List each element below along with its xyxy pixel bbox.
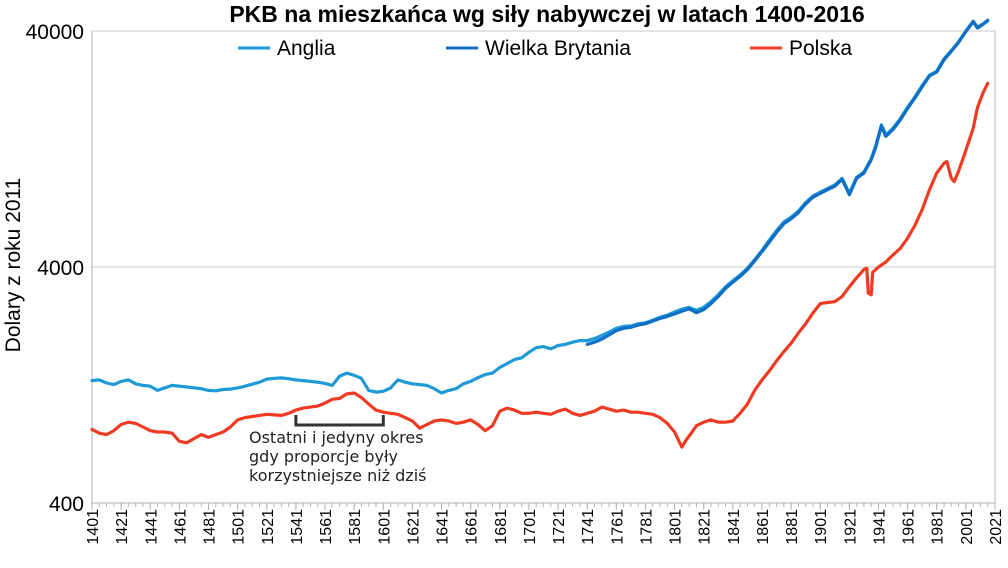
series-lines: [90, 18, 990, 449]
annotation-line-1: Ostatni i jedyny okres: [249, 428, 424, 447]
x-tick-label-1981: 1981: [930, 509, 947, 545]
x-tick-label-1781: 1781: [638, 509, 655, 545]
x-tick-label-1701: 1701: [522, 509, 539, 545]
x-tick-label-1921: 1921: [842, 509, 859, 545]
x-tick-label-1901: 1901: [813, 509, 830, 545]
x-tick-label-1401: 1401: [85, 509, 102, 545]
x-tick-label-1581: 1581: [347, 509, 364, 545]
x-axis-ticks: 1401 1421 1441 1461 1481 1501 1521 1541 1561 1581…: [85, 509, 1005, 545]
series-line-polska: [90, 81, 990, 449]
y-axis-ticks: 400 4000 40000: [26, 21, 84, 516]
y-tick-label-4000: 4000: [37, 257, 84, 280]
x-tick-label-1461: 1461: [172, 509, 189, 545]
chart-title: PKB na mieszkańca wg siły nabywczej w la…: [229, 1, 864, 27]
x-tick-label-1601: 1601: [376, 509, 393, 545]
series-line-anglia: [90, 18, 990, 395]
x-tick-label-1881: 1881: [784, 509, 801, 545]
x-tick-label-1481: 1481: [202, 509, 219, 545]
x-tick-label-1681: 1681: [493, 509, 510, 545]
legend-label-wielka-brytania: Wielka Brytania: [485, 37, 631, 60]
axes: [91, 31, 996, 510]
annotation-line-3: korzystniejsze niż dziś: [249, 466, 426, 485]
legend-label-polska: Polska: [789, 37, 852, 60]
x-tick-label-1741: 1741: [580, 509, 597, 545]
x-tick-label-1641: 1641: [435, 509, 452, 545]
x-tick-label-1661: 1661: [464, 509, 481, 545]
y-tick-label-40000: 40000: [26, 21, 84, 44]
gridlines: [92, 30, 995, 504]
x-tick-label-1721: 1721: [551, 509, 568, 545]
x-tick-label-1441: 1441: [143, 509, 160, 545]
x-tick-label-1801: 1801: [668, 509, 685, 545]
x-tick-label-1621: 1621: [405, 509, 422, 545]
legend-label-anglia: Anglia: [277, 37, 336, 60]
x-tick-label-1521: 1521: [260, 509, 277, 545]
x-tick-label-1541: 1541: [289, 509, 306, 545]
annotation-line-2: gdy proporcje były: [249, 447, 398, 466]
x-tick-label-2001: 2001: [959, 509, 976, 545]
x-tick-label-1941: 1941: [871, 509, 888, 545]
annotation-bracket: [294, 415, 385, 427]
y-axis-label: Dolary z roku 2011: [2, 178, 25, 353]
x-tick-label-1501: 1501: [231, 509, 248, 545]
x-tick-label-1421: 1421: [114, 509, 131, 545]
x-tick-label-1961: 1961: [901, 509, 918, 545]
legend: Anglia Wielka Brytania Polska: [238, 37, 852, 60]
x-tick-label-2021: 2021: [988, 509, 1005, 545]
x-tick-label-1821: 1821: [697, 509, 714, 545]
x-tick-label-1841: 1841: [726, 509, 743, 545]
x-tick-label-1861: 1861: [755, 509, 772, 545]
y-tick-label-400: 400: [49, 493, 84, 516]
series-line-wielka-brytania: [585, 19, 990, 346]
x-tick-label-1561: 1561: [318, 509, 335, 545]
annotation: Ostatni i jedyny okres gdy proporcje był…: [249, 415, 426, 485]
x-tick-label-1761: 1761: [609, 509, 626, 545]
